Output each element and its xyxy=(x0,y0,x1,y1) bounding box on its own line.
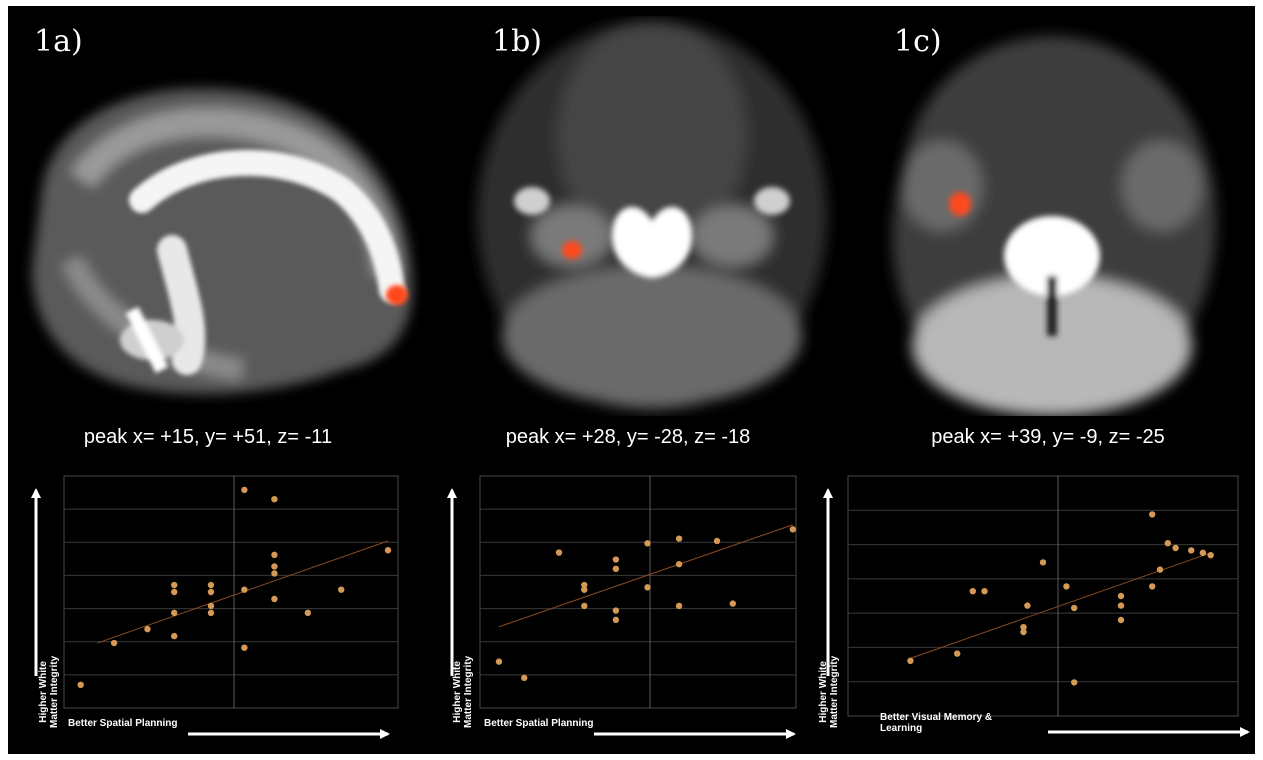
data-point xyxy=(521,674,528,682)
panel-label-1b: 1b) xyxy=(492,24,542,59)
data-point xyxy=(675,602,683,610)
figure: 1a) 1b) 1c) xyxy=(8,6,1255,754)
data-point xyxy=(954,650,961,657)
data-point xyxy=(1207,552,1214,559)
brain-image-axial-b xyxy=(477,21,827,411)
data-point xyxy=(1071,679,1078,686)
plot-frame xyxy=(847,475,1239,717)
data-point xyxy=(171,632,178,640)
data-point xyxy=(644,584,651,591)
data-point xyxy=(644,540,651,547)
scatter-plots xyxy=(31,475,1250,739)
data-point xyxy=(207,588,215,596)
brain-image-axial-c xyxy=(892,36,1217,416)
data-point xyxy=(1020,624,1027,631)
data-point xyxy=(713,537,721,545)
data-point xyxy=(612,565,620,572)
data-point xyxy=(1039,559,1047,566)
data-point xyxy=(241,586,248,593)
data-point xyxy=(1199,549,1207,556)
activation-cluster xyxy=(386,285,408,305)
data-point xyxy=(675,560,683,568)
data-point xyxy=(612,556,620,563)
data-point xyxy=(1063,583,1070,590)
scatter-plot-2 xyxy=(447,475,797,739)
data-point xyxy=(495,658,503,665)
data-point xyxy=(612,607,620,614)
x-axis-label-1a: Better Spatial Planning xyxy=(68,718,178,729)
data-point xyxy=(1164,540,1172,547)
data-point xyxy=(1117,616,1125,624)
y-axis-label-1c: Higher White Matter Integrity xyxy=(818,655,840,728)
data-point xyxy=(271,551,278,559)
data-point xyxy=(1117,602,1125,609)
data-point xyxy=(144,625,151,633)
panel-label-1a: 1a) xyxy=(34,24,83,59)
data-point xyxy=(110,639,118,647)
data-point xyxy=(207,581,215,589)
data-point xyxy=(555,549,563,556)
activation-cluster xyxy=(949,192,971,216)
peak-coordinates-1a: peak x= +15, y= +51, z= -11 xyxy=(83,426,333,448)
data-point xyxy=(1024,602,1031,609)
data-point xyxy=(581,586,588,593)
data-point xyxy=(981,588,988,595)
data-point xyxy=(1156,566,1164,573)
data-point xyxy=(729,600,736,607)
data-point xyxy=(1117,592,1125,600)
peak-coordinates-1b: peak x= +28, y= -28, z= -18 xyxy=(505,426,751,448)
data-point xyxy=(338,586,345,593)
panel-label-1c: 1c) xyxy=(894,24,942,59)
data-point xyxy=(1188,547,1195,554)
scatter-plot-3 xyxy=(823,475,1250,737)
data-point xyxy=(207,609,215,617)
data-point xyxy=(241,486,248,494)
data-point xyxy=(271,595,278,603)
data-point xyxy=(1020,628,1027,636)
data-point xyxy=(207,602,215,610)
data-point xyxy=(77,681,84,688)
scatter-plot-1 xyxy=(31,475,399,739)
data-point xyxy=(241,644,248,651)
x-axis-label-1c: Better Visual Memory & Learning xyxy=(880,712,993,734)
data-point xyxy=(581,581,588,589)
plot-frame xyxy=(479,475,797,709)
x-axis-label-1b: Better Spatial Planning xyxy=(484,718,594,729)
data-point xyxy=(384,547,392,554)
data-point xyxy=(171,581,178,589)
data-point xyxy=(171,609,178,617)
peak-coordinates-1c: peak x= +39, y= -9, z= -25 xyxy=(931,426,1165,448)
data-point xyxy=(612,616,620,624)
data-point xyxy=(271,496,278,503)
data-point xyxy=(789,526,797,533)
y-axis-label-1b: Higher White Matter Integrity xyxy=(452,655,474,728)
brain-image-sagittal xyxy=(32,88,413,394)
data-point xyxy=(1071,604,1078,612)
data-point xyxy=(171,588,178,596)
data-point xyxy=(1149,511,1156,518)
data-point xyxy=(271,570,278,577)
data-point xyxy=(1149,583,1156,590)
activation-cluster xyxy=(562,241,582,259)
data-point xyxy=(675,535,683,542)
data-point xyxy=(907,657,914,664)
y-axis-label-1a: Higher White Matter Integrity xyxy=(38,655,60,728)
data-point xyxy=(969,588,976,595)
data-point xyxy=(1172,544,1179,552)
data-point xyxy=(304,609,312,617)
plot-frame xyxy=(63,475,399,709)
data-point xyxy=(271,563,278,570)
data-point xyxy=(581,602,588,610)
trend-line xyxy=(498,524,794,628)
